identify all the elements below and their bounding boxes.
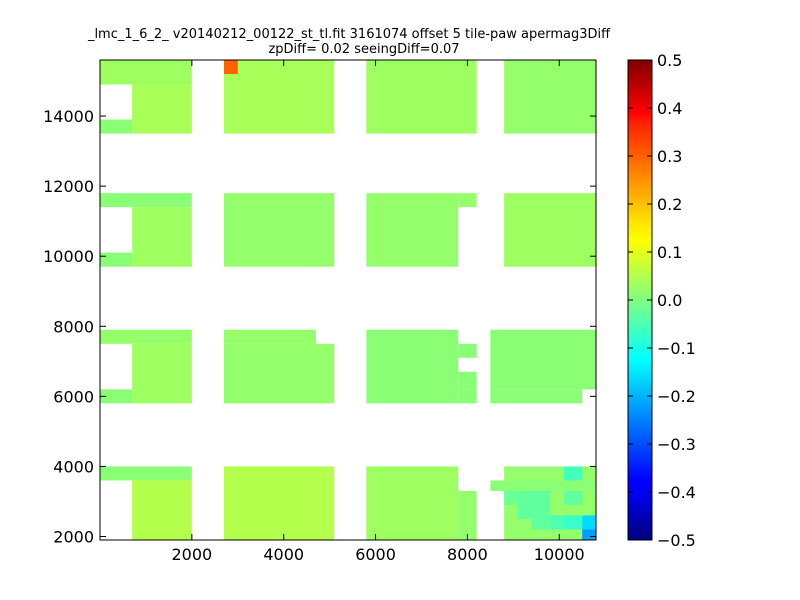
x-tick-label: 8000 (447, 545, 488, 564)
heatmap-cell (132, 343, 192, 404)
colorbar-tick-label: −0.1 (657, 339, 696, 358)
heatmap-cell (531, 515, 551, 530)
heatmap-cell (224, 193, 335, 267)
colorbar-tick-label: −0.3 (657, 435, 696, 454)
colorbar-ticks: 0.5 0.4 0.3 0.2 0.1 0.0 −0.1 −0.2 −0.3 −0.4 −0.5 (628, 51, 696, 550)
heatmap-cell (100, 329, 192, 344)
y-tick-label: 2000 (53, 527, 94, 546)
x-tick-label: 10000 (534, 545, 585, 564)
colorbar-tick-label: −0.2 (657, 387, 696, 406)
heatmap-cell (563, 515, 583, 530)
heatmap-cell (132, 84, 192, 134)
heatmap-cell (224, 60, 238, 75)
axis-ticks: 2000 4000 6000 8000 10000 2000 4000 6000 8000 100… (43, 60, 596, 564)
heatmap-cell (224, 466, 335, 540)
y-tick-label: 6000 (53, 387, 94, 406)
x-tick-label: 2000 (171, 545, 212, 564)
heatmap-cell (366, 60, 477, 134)
heatmap-cell (100, 389, 133, 404)
colorbar-tick-label: 0.4 (657, 99, 682, 118)
colorbar-tick-label: 0.0 (657, 291, 682, 310)
heatmap-cell (504, 193, 596, 267)
heatmap-cell (366, 193, 459, 267)
heatmap-cell (490, 389, 583, 404)
colorbar-tick-label: 0.1 (657, 243, 682, 262)
chart-title-line-1: _lmc_1_6_2_ v20140212_00122_st_tl.fit 31… (87, 27, 611, 42)
y-tick-label: 8000 (53, 317, 94, 336)
heatmap-cell (504, 490, 518, 505)
colorbar-tick-label: 0.5 (657, 51, 682, 70)
heatmap-cells (100, 60, 596, 540)
heatmap-cell (100, 466, 192, 481)
heatmap-cell (224, 329, 316, 344)
colorbar-tick-label: 0.3 (657, 147, 682, 166)
heatmap-cell (366, 329, 459, 404)
heatmap-cell (550, 515, 564, 530)
colorbar-tick-label: −0.5 (657, 531, 696, 550)
heatmap-cell (458, 371, 477, 390)
heatmap-cell (563, 490, 583, 505)
heatmap-cell (458, 193, 477, 208)
heatmap-cell (100, 193, 192, 208)
heatmap-cell (582, 529, 596, 540)
y-tick-label: 14000 (43, 107, 94, 126)
heatmap-cell (490, 480, 596, 491)
heatmap-cell (582, 515, 596, 530)
y-tick-label: 12000 (43, 177, 94, 196)
x-tick-label: 4000 (263, 545, 304, 564)
y-tick-label: 10000 (43, 247, 94, 266)
chart-title-line-2: zpDiff= 0.02 seeingDiff=0.07 (268, 42, 459, 57)
heatmap-cell (366, 466, 459, 540)
y-tick-label: 4000 (53, 457, 94, 476)
heatmap-cell (100, 60, 192, 85)
colorbar-tick-label: −0.4 (657, 483, 696, 502)
heatmap-cell (504, 60, 596, 134)
plot-frame (99, 59, 597, 541)
x-tick-label: 6000 (355, 545, 396, 564)
heatmap-cell (100, 119, 133, 134)
heatmap-cell (517, 490, 551, 519)
heatmap-cell (100, 252, 133, 267)
heatmap-cell (132, 480, 192, 540)
heatmap-cell (458, 490, 477, 540)
heatmap-cell (563, 466, 583, 481)
colorbar-tick-label: 0.2 (657, 195, 682, 214)
heatmap-cell (132, 207, 192, 267)
heatmap-cell (490, 329, 596, 390)
heatmap-cell (224, 343, 335, 404)
heatmap-cell (224, 60, 335, 134)
heatmap-cell (458, 389, 477, 404)
heatmap-cell (458, 343, 477, 358)
